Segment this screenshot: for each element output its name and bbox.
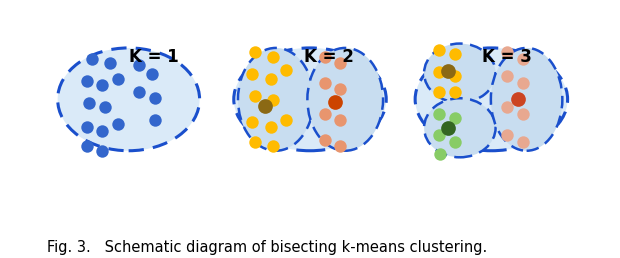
Point [84,101,94,105]
Point [113,123,123,127]
Ellipse shape [234,48,386,151]
Point [450,140,459,144]
Point [150,96,160,100]
Point [518,81,528,85]
Point [434,48,444,52]
Point [434,70,444,74]
Point [150,118,160,122]
Point [247,120,257,124]
Ellipse shape [491,48,562,151]
Point [268,98,278,102]
Point [434,90,444,94]
Point [260,104,270,108]
Point [450,74,459,78]
Point [450,52,459,57]
Point [518,111,528,116]
Point [281,118,291,122]
Point [434,133,444,138]
Ellipse shape [424,44,495,103]
Ellipse shape [308,48,383,151]
Point [82,125,92,129]
Point [268,55,278,59]
Point [335,61,345,65]
Point [513,97,523,101]
Point [443,126,453,130]
Point [443,69,453,73]
Point [97,129,107,133]
Ellipse shape [424,98,495,157]
Point [502,105,512,109]
Ellipse shape [238,48,314,151]
Point [335,144,345,148]
Point [518,140,528,144]
Point [97,149,107,153]
Point [250,50,260,54]
Point [335,118,345,122]
Ellipse shape [415,48,568,151]
Point [518,57,528,61]
Point [82,144,92,148]
Point [335,87,345,92]
Point [320,81,330,85]
Point [502,50,512,54]
Point [281,68,291,72]
Text: K = 1: K = 1 [128,48,179,66]
Point [82,79,92,83]
Point [502,133,512,138]
Point [250,94,260,98]
Point [250,140,260,144]
Point [502,74,512,78]
Point [100,105,110,109]
Point [434,111,444,116]
Text: K = 2: K = 2 [304,48,354,66]
Ellipse shape [58,48,200,151]
Point [320,138,330,142]
Point [320,111,330,116]
Point [97,83,107,87]
Point [105,61,115,65]
Point [247,72,257,76]
Point [435,152,445,156]
Point [330,99,340,103]
Point [268,144,278,148]
Point [113,76,123,80]
Point [320,55,330,59]
Point [450,90,459,94]
Text: K = 3: K = 3 [482,48,531,66]
Point [450,116,459,120]
Text: Fig. 3.   Schematic diagram of bisecting k-means clustering.: Fig. 3. Schematic diagram of bisecting k… [47,240,487,255]
Point [265,125,275,129]
Point [134,63,144,68]
Point [265,76,275,80]
Point [134,90,144,94]
Point [148,72,157,76]
Point [87,57,97,61]
